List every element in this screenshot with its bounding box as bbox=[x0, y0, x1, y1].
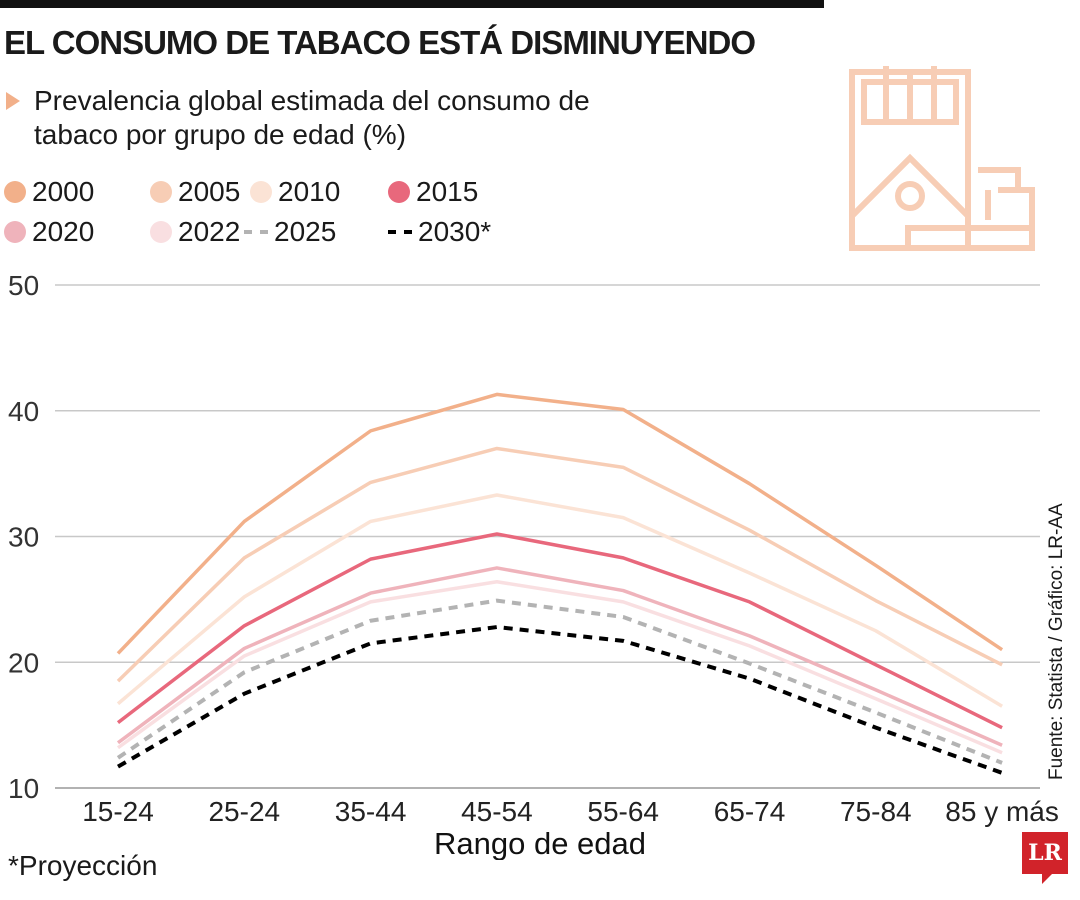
y-tick-label: 10 bbox=[8, 773, 39, 804]
legend-item: 2022 bbox=[150, 216, 240, 248]
x-tick-label: 15-24 bbox=[82, 796, 154, 827]
legend-item: 2020 bbox=[4, 216, 94, 248]
y-tick-label: 20 bbox=[8, 647, 39, 678]
legend-dash-marker bbox=[388, 230, 412, 234]
x-tick-label: 85 y más bbox=[945, 796, 1059, 827]
legend-dot-marker bbox=[150, 221, 172, 243]
chart-subtitle: Prevalencia global estimada del consumo … bbox=[34, 85, 590, 150]
legend-item: 2030* bbox=[388, 216, 491, 248]
series-line-2030 bbox=[116, 625, 1003, 775]
legend-item: 2025 bbox=[244, 216, 336, 248]
lr-logo: LR bbox=[1022, 832, 1068, 884]
legend-item: 2005 bbox=[150, 176, 240, 208]
source-text: Fuente: Statista / Gráfico: LR-AA bbox=[1046, 503, 1067, 780]
series-line-2020 bbox=[116, 566, 1003, 747]
legend-label: 2005 bbox=[178, 176, 241, 207]
legend-item: 2000 bbox=[4, 176, 94, 208]
x-axis-label: Rango de edad bbox=[434, 826, 646, 860]
series-line-2022 bbox=[116, 580, 1003, 755]
legend-label: 2010 bbox=[278, 176, 341, 207]
legend-label: 2025 bbox=[274, 216, 337, 247]
chart-title: EL CONSUMO DE TABACO ESTÁ DISMINUYENDO bbox=[4, 24, 756, 61]
legend-label: 2015 bbox=[416, 176, 479, 207]
line-chart: 10 20 30 40 50 15-24 25-24 35-44 45-54 55-64 65-74… bbox=[8, 270, 1059, 860]
legend-label: 2022 bbox=[178, 216, 241, 247]
legend-label: 2020 bbox=[32, 216, 95, 247]
top-bar bbox=[0, 0, 824, 8]
series-line-2015 bbox=[116, 532, 1003, 730]
triangle-bullet-icon bbox=[6, 92, 20, 110]
series-line-2000 bbox=[116, 392, 1004, 655]
legend-dot-marker bbox=[4, 181, 26, 203]
x-tick-label: 25-24 bbox=[208, 796, 280, 827]
legend-label: 2000 bbox=[32, 176, 95, 207]
legend-dot-marker bbox=[4, 221, 26, 243]
y-tick-label: 40 bbox=[8, 396, 39, 427]
footnote: *Proyección bbox=[8, 850, 158, 881]
cigarette-pack-icon bbox=[849, 66, 1035, 251]
x-tick-label: 35-44 bbox=[335, 796, 407, 827]
x-tick-label: 65-74 bbox=[714, 796, 786, 827]
legend-dot-marker bbox=[388, 181, 410, 203]
series-line-2010 bbox=[116, 493, 1003, 708]
x-tick-label: 45-54 bbox=[461, 796, 533, 827]
y-tick-label: 50 bbox=[8, 270, 39, 301]
legend-item: 2015 bbox=[388, 176, 478, 208]
series-line-2025 bbox=[116, 598, 1003, 765]
x-tick-label: 55-64 bbox=[587, 796, 659, 827]
y-tick-label: 30 bbox=[8, 522, 39, 553]
x-tick-label: 75-84 bbox=[840, 796, 912, 827]
legend-item: 2010 bbox=[250, 176, 340, 208]
series-line-2005 bbox=[116, 446, 1003, 683]
legend-dot-marker bbox=[250, 181, 272, 203]
legend-dash-marker bbox=[244, 230, 268, 234]
legend-dot-marker bbox=[150, 181, 172, 203]
legend-label: 2030* bbox=[418, 216, 492, 247]
